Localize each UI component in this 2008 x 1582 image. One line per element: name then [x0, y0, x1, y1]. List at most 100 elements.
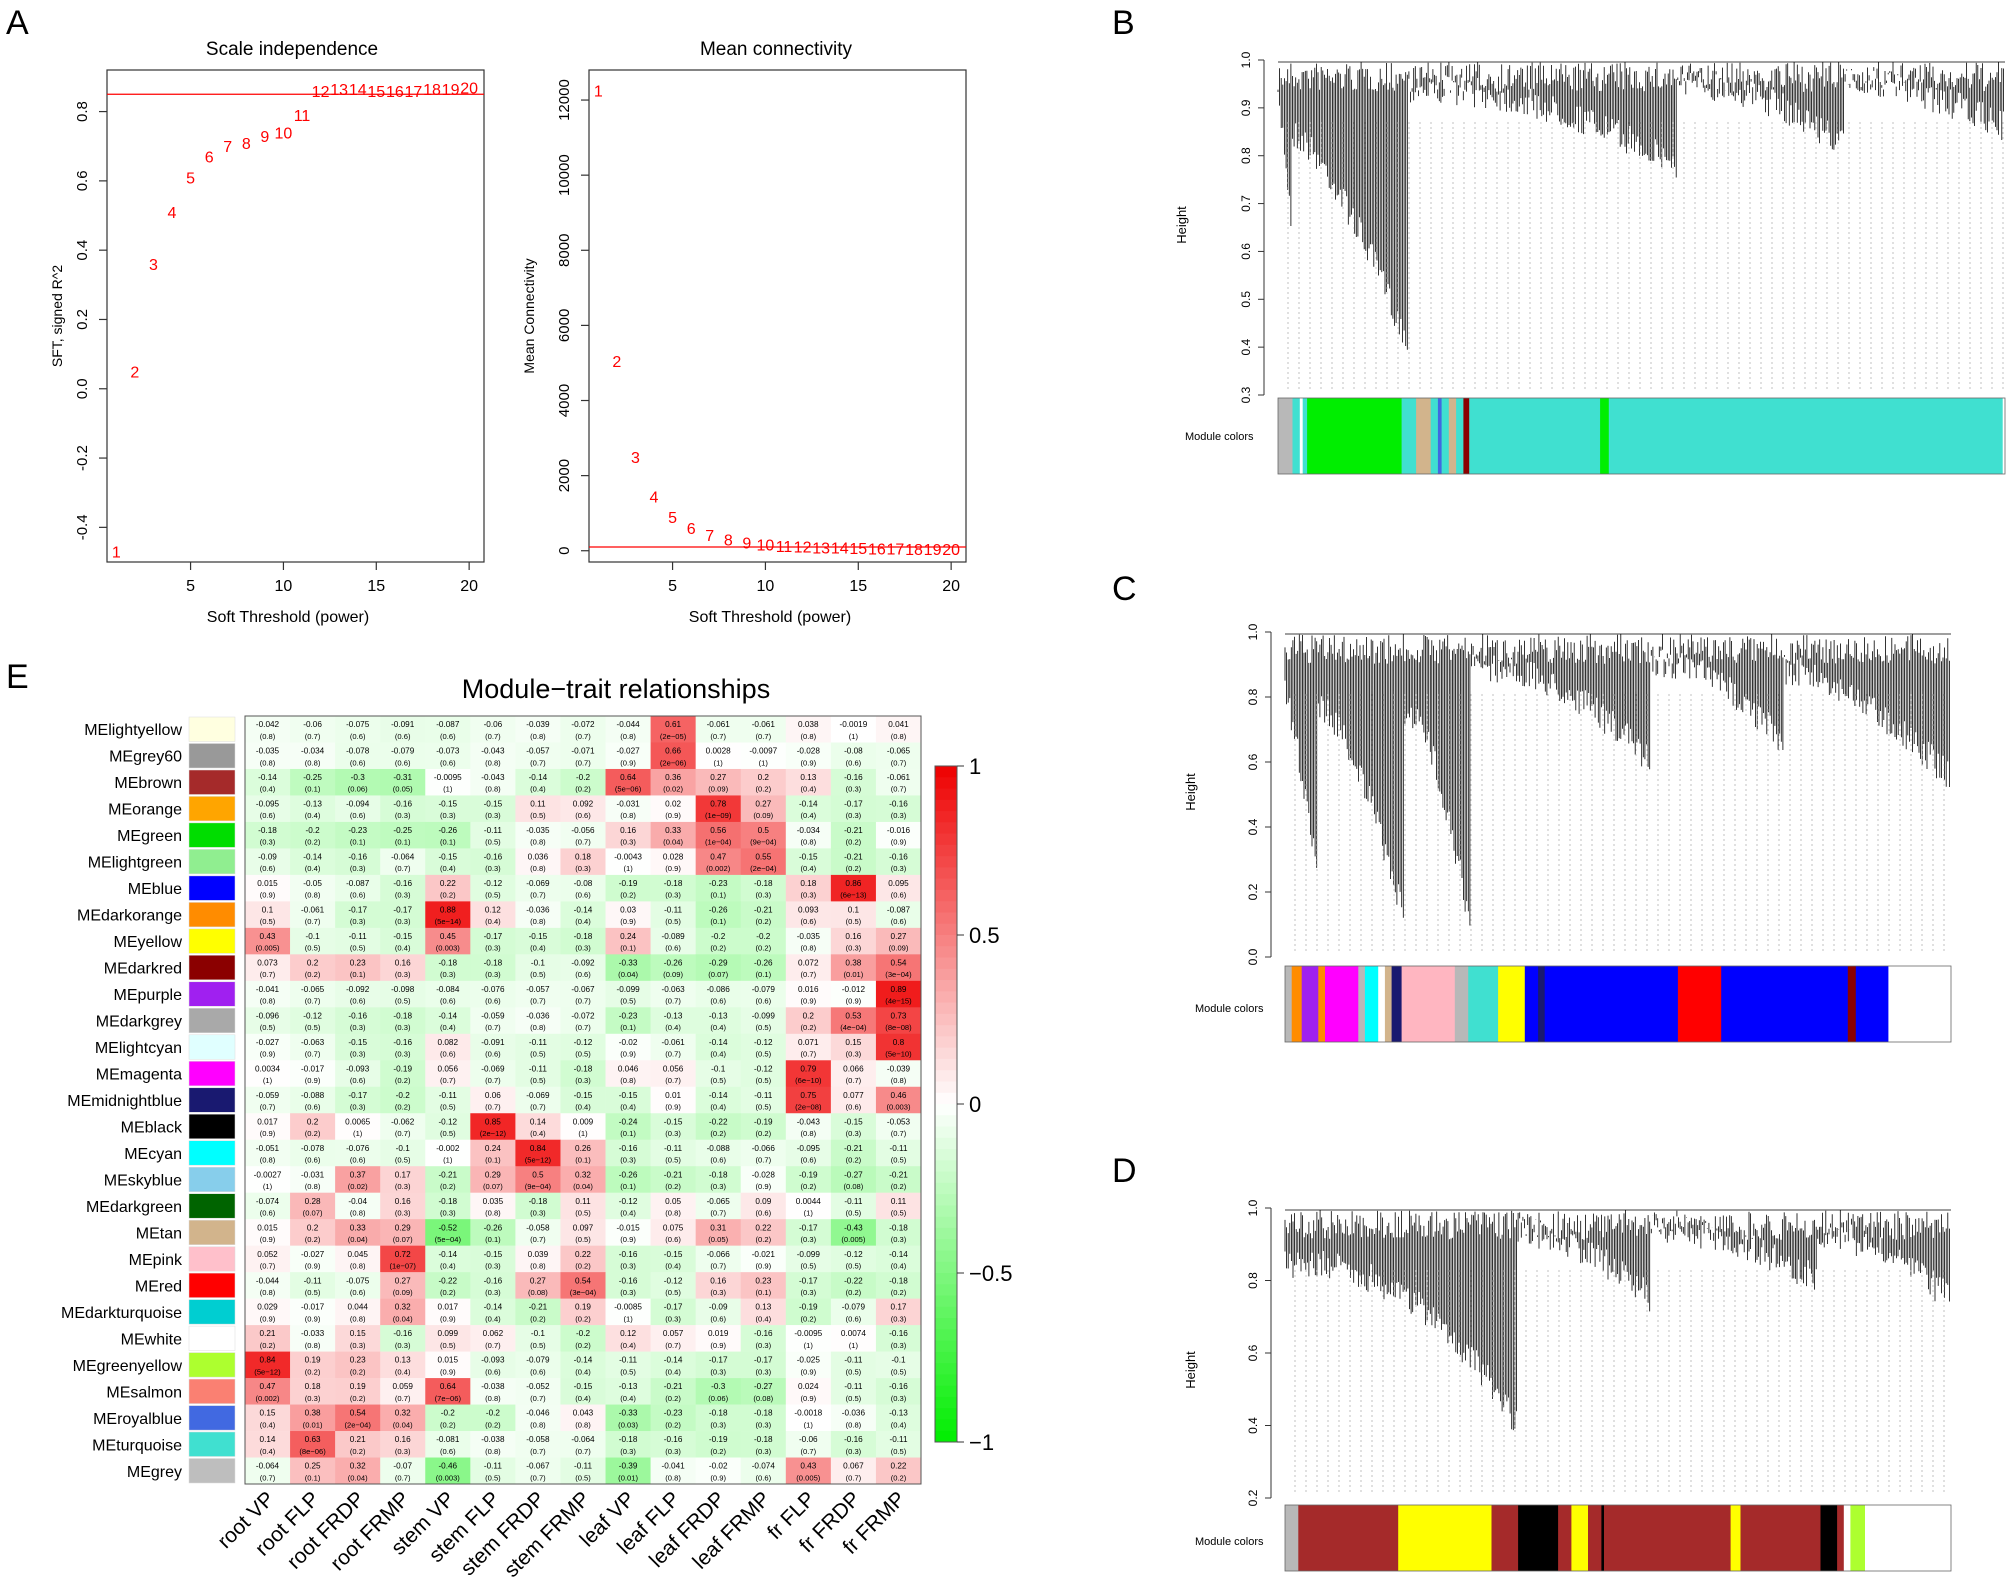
heatmap-cell: [875, 1033, 922, 1061]
heatmap-cell: [470, 954, 516, 982]
heatmap-cell: [380, 1298, 426, 1326]
heatmap-cell-value: 0.86: [845, 879, 861, 888]
heatmap-cell: [245, 980, 291, 1008]
heatmap-cell-pvalue: (8e−08): [885, 1023, 912, 1032]
heatmap-cell-value: 0.16: [620, 826, 636, 835]
heatmap-cell: [650, 1192, 696, 1220]
heatmap-cell: [560, 980, 606, 1008]
heatmap-cell: [245, 1086, 291, 1114]
heatmap-cell-value: 0.22: [755, 1223, 771, 1232]
heatmap-cell-pvalue: (0.05): [393, 785, 413, 794]
heatmap-cell: [695, 1113, 742, 1141]
heatmap-cell-value: -0.22: [844, 1276, 863, 1285]
colorbar-step: [935, 1171, 957, 1184]
heatmap-cell-value: -0.15: [619, 1091, 638, 1100]
heatmap-cell-value: 0.12: [620, 1329, 636, 1338]
heatmap-cell-value: -0.11: [529, 1038, 547, 1047]
heatmap-cell: [650, 1351, 696, 1379]
heatmap-cell-value: -0.13: [619, 1382, 638, 1391]
heatmap-cell-value: -0.11: [889, 1435, 907, 1444]
heatmap-cell-pvalue: (0.2): [846, 838, 862, 847]
heatmap-cell-pvalue: (0.1): [440, 838, 456, 847]
heatmap-cell-value: 0.056: [438, 1064, 459, 1073]
heatmap-cell: [830, 821, 877, 849]
dendroC-module-segment: [1318, 966, 1326, 1042]
heatmap-cell-value: -0.15: [574, 1091, 593, 1100]
heatmap-cell-value: -0.11: [304, 1276, 322, 1285]
heatmap-cell: [605, 1007, 651, 1035]
scale-plot-frame: [106, 69, 485, 563]
heatmap-cell: [740, 1060, 787, 1088]
heatmap-cell-pvalue: (0.2): [260, 1341, 276, 1350]
heatmap-cell-value: 0.13: [800, 773, 816, 782]
colorbar-tick-label: 1: [969, 754, 981, 779]
scale-point: 9: [260, 129, 269, 146]
heatmap-cell: [515, 848, 561, 876]
heatmap-cell-value: -0.3: [711, 1382, 726, 1391]
heatmap-cell-pvalue: (0.2): [575, 1314, 591, 1323]
heatmap-cell-value: 0.16: [710, 1276, 726, 1285]
heatmap-cell: [380, 1192, 426, 1220]
heatmap-cell-pvalue: (1): [263, 1076, 273, 1085]
heatmap-cell: [875, 1404, 922, 1432]
colorbar-step: [935, 1013, 957, 1026]
heatmap-cell-value: -0.064: [391, 853, 415, 862]
heatmap-row-swatch: [188, 902, 236, 928]
heatmap-cell-value: 0.03: [620, 906, 636, 915]
heatmap-cell-pvalue: (0.6): [710, 997, 726, 1006]
heatmap-cell: [290, 821, 336, 849]
scale-xtick-label: 5: [186, 578, 195, 595]
dendroB-ytick-label: 0.5: [1239, 291, 1253, 308]
heatmap-cell: [470, 1431, 516, 1458]
heatmap-cell-pvalue: (1): [849, 732, 859, 741]
heatmap-cell-value: -0.21: [664, 1382, 683, 1391]
dendroD-leaf-guides: [1294, 1270, 1945, 1494]
heatmap-cell-value: -0.15: [348, 1038, 367, 1047]
heatmap-cell-value: 0.84: [260, 1356, 276, 1365]
heatmap-cell-pvalue: (0.8): [620, 1076, 636, 1085]
heatmap-cell-value: -0.31: [393, 773, 412, 782]
heatmap-cell-value: -0.26: [664, 959, 683, 968]
heatmap-cell-pvalue: (0.5): [440, 1129, 456, 1138]
heatmap-cell-value: -0.065: [887, 747, 911, 756]
heatmap-cell-pvalue: (1): [263, 1182, 273, 1191]
heatmap-cell: [605, 1060, 651, 1088]
dendro-c-ylabel: Height: [1183, 773, 1198, 811]
heatmap-cell-pvalue: (0.04): [393, 1314, 413, 1323]
heatmap-cell-pvalue: (0.7): [846, 1076, 862, 1085]
dendroB-ytick-label: 1.0: [1239, 51, 1253, 68]
heatmap-cell: [245, 1378, 291, 1405]
heatmap-cell-pvalue: (0.7): [530, 1447, 546, 1456]
heatmap-cell: [785, 768, 832, 796]
heatmap-cell-value: 0.097: [573, 1223, 594, 1232]
heatmap-cell-value: -0.031: [616, 800, 640, 809]
heatmap-cell-pvalue: (0.7): [800, 1050, 816, 1059]
dendroC-module-segment: [1378, 966, 1386, 1042]
heatmap-cell: [245, 1457, 291, 1485]
heatmap-cell-pvalue: (0.04): [618, 970, 638, 979]
heatmap-cell: [245, 716, 291, 743]
colorbar-step: [935, 799, 957, 812]
colorbar-step: [935, 1025, 957, 1037]
heatmap-cell: [830, 1351, 877, 1379]
heatmap-cell-value: -0.1: [531, 959, 546, 968]
heatmap-cell: [740, 716, 787, 743]
dendroB-module-segment: [1299, 398, 1304, 474]
heatmap-cell: [785, 821, 832, 849]
heatmap-cell: [290, 901, 336, 929]
heatmap-cell: [515, 1139, 561, 1167]
scale-point: 17: [405, 84, 423, 101]
heatmap-cell-pvalue: (0.8): [485, 1209, 501, 1218]
heatmap-cell-value: 0.38: [845, 959, 861, 968]
heatmap-cell-value: -0.08: [574, 879, 593, 888]
heatmap-cell-pvalue: (0.7): [305, 917, 321, 926]
dendroD-module-segment: [1601, 1505, 1605, 1571]
heatmap-cell: [380, 768, 426, 796]
heatmap-cell: [425, 1060, 471, 1088]
heatmap-cell-value: -0.061: [301, 906, 325, 915]
heatmap-cell-pvalue: (0.4): [620, 1341, 636, 1350]
heatmap-cell-value: 0.33: [665, 826, 681, 835]
heatmap-cell-value: 0.27: [891, 932, 907, 941]
heatmap-cell-pvalue: (3e−04): [885, 970, 912, 979]
heatmap-cell: [695, 1060, 742, 1088]
